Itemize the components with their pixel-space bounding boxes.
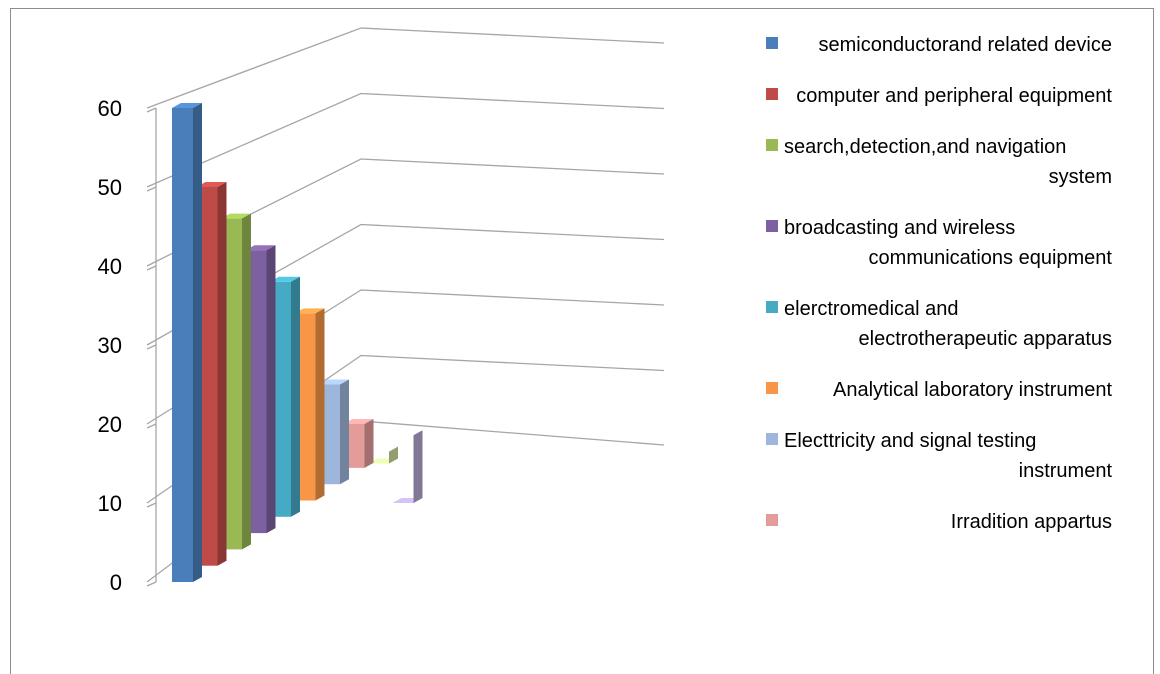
y-tick-label: 40 xyxy=(98,254,122,279)
legend-item: elerctromedical and electrotherapeutic a… xyxy=(766,294,1112,354)
chart-plot: 0 10 20 30 40 50 60 xyxy=(98,27,665,595)
y-tick-mark xyxy=(146,107,157,113)
bar xyxy=(172,108,193,582)
legend-item: semiconductorand related device xyxy=(766,30,1112,60)
legend-item: broadcasting and wireless communications… xyxy=(766,213,1112,273)
y-tick-label: 30 xyxy=(98,333,122,358)
legend-label: semiconductorand related device xyxy=(818,34,1112,56)
bar-side xyxy=(340,379,349,485)
bar-top xyxy=(245,245,276,251)
legend-label: Irradition appartus xyxy=(950,511,1112,533)
legend-label: search,detection,and navigation system xyxy=(784,136,1112,188)
legend-label: computer and peripheral equipment xyxy=(796,85,1112,107)
bar-side xyxy=(266,245,276,534)
legend-item: Electtricity and signal testing instrume… xyxy=(766,426,1112,486)
y-tick-mark xyxy=(146,502,157,508)
bar-top xyxy=(270,276,300,282)
y-tick-label: 50 xyxy=(98,175,122,200)
bar-side xyxy=(364,419,374,468)
legend-label: broadcasting and wireless communications… xyxy=(784,217,1112,269)
bar-side xyxy=(315,308,325,501)
bar-top xyxy=(294,308,325,314)
y-tick-mark xyxy=(146,581,157,587)
legend-swatch xyxy=(766,382,778,394)
bars xyxy=(172,103,423,582)
gridline xyxy=(146,27,665,109)
legend-swatch xyxy=(766,514,778,526)
y-tick-label: 0 xyxy=(110,570,122,595)
legend-label: elerctromedical and electrotherapeutic a… xyxy=(784,298,1112,350)
y-tick-label: 20 xyxy=(98,412,122,437)
y-tick-mark xyxy=(146,423,157,429)
gridline xyxy=(146,92,665,188)
legend-swatch xyxy=(766,37,778,49)
bar-top xyxy=(196,182,227,187)
bar-side xyxy=(389,446,398,464)
y-axis: 0 10 20 30 40 50 60 xyxy=(98,96,157,595)
legend-item: computer and peripheral equipment xyxy=(766,81,1112,111)
legend-swatch xyxy=(766,139,778,151)
bar-side xyxy=(291,276,300,517)
y-tick-mark xyxy=(146,265,157,271)
legend: semiconductorand related device computer … xyxy=(766,30,1112,558)
y-tick-label: 60 xyxy=(98,96,122,121)
bar-side xyxy=(413,430,423,503)
bar-top xyxy=(172,103,202,108)
legend-item: Analytical laboratory instrument xyxy=(766,375,1112,405)
bar-side xyxy=(242,213,251,550)
y-tick-label: 10 xyxy=(98,491,122,516)
y-tick-mark xyxy=(146,344,157,350)
bar-side xyxy=(193,103,202,582)
legend-swatch xyxy=(766,433,778,445)
bar-top xyxy=(221,213,251,219)
legend-item: Irradition appartus xyxy=(766,507,1112,537)
bar-side xyxy=(217,182,227,566)
bar-top xyxy=(319,379,349,385)
y-tick-mark xyxy=(146,186,157,192)
legend-item: search,detection,and navigation system xyxy=(766,132,1112,192)
legend-swatch xyxy=(766,88,778,100)
legend-label: Electtricity and signal testing instrume… xyxy=(784,430,1112,482)
bar-top xyxy=(343,419,374,424)
legend-label: Analytical laboratory instrument xyxy=(832,379,1112,401)
legend-swatch xyxy=(766,301,778,313)
legend-swatch xyxy=(766,220,778,232)
